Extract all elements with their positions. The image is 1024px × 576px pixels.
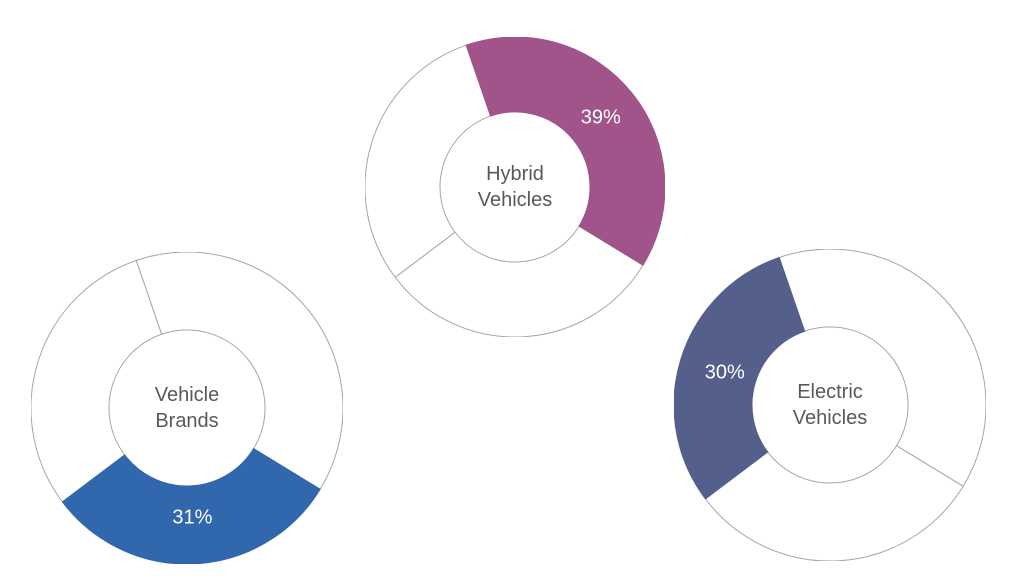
donut-segment-vehicle-brands xyxy=(704,444,964,561)
donut-segment-vehicle-brands xyxy=(61,447,321,564)
donut-rings xyxy=(365,37,665,337)
donut-segment-vehicle-brands xyxy=(394,225,644,337)
donut-segment-hybrid-vehicles xyxy=(465,37,665,266)
donut-segment-hybrid-vehicles xyxy=(135,252,343,490)
donut-segment-hybrid-vehicles xyxy=(778,249,986,487)
donut-segment-electric-vehicles xyxy=(365,44,492,278)
donut-rings xyxy=(674,249,986,561)
donut-segment-electric-vehicles xyxy=(674,256,806,500)
donut-segment-electric-vehicles xyxy=(31,259,163,503)
donut-chart-hybrid-vehicles: Hybrid Vehicles 39% xyxy=(365,37,665,337)
donut-chart-electric-vehicles: Electric Vehicles 30% xyxy=(674,249,986,561)
donut-rings xyxy=(31,252,343,564)
donut-chart-vehicle-brands: Vehicle Brands 31% xyxy=(31,252,343,564)
